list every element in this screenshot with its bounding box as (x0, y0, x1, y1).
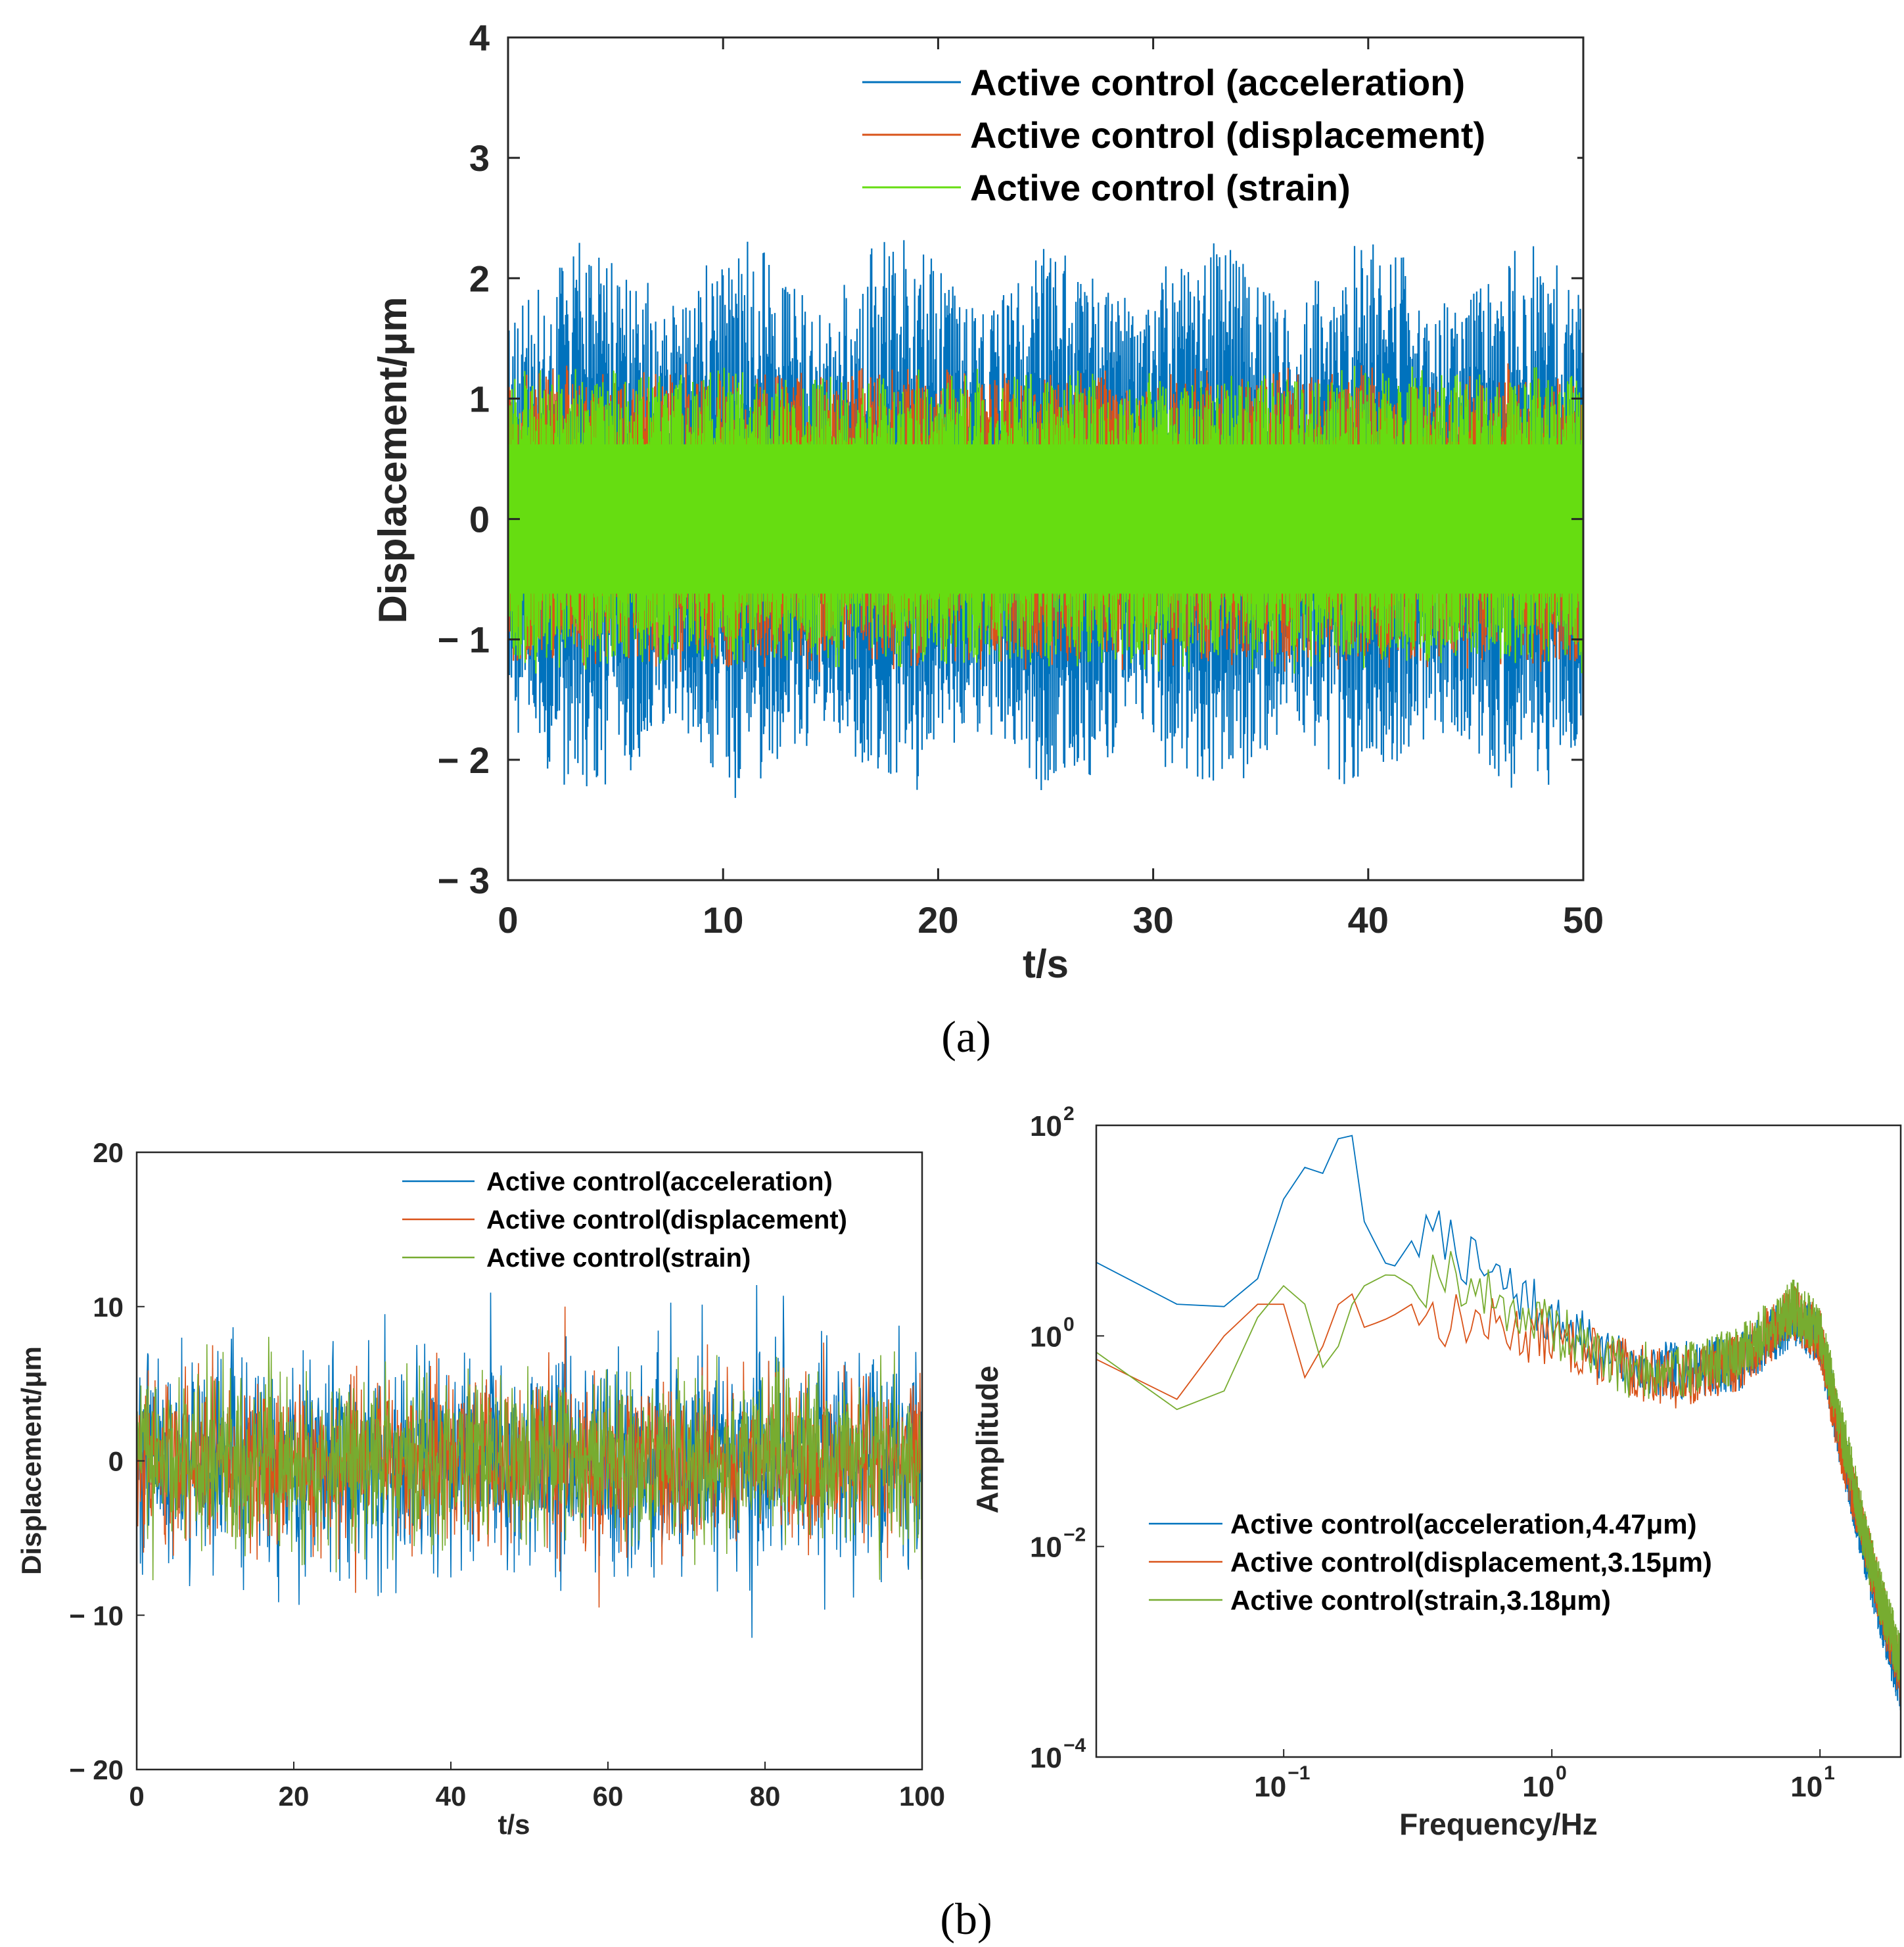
panel-b-time-y-tick-label: − 20 (69, 1754, 124, 1785)
panel-b-frequency-legend-label: Active control(displacement,3.15μm) (1230, 1547, 1712, 1578)
panel-b-frequency-legend-label: Active control(acceleration,4.47μm) (1230, 1509, 1697, 1539)
panel-b-frequency-traces (1096, 1135, 1901, 1712)
panel-b-frequency-y-tick-base: 10 (1030, 1742, 1062, 1774)
panel-a-y-tick-label: 3 (469, 137, 490, 179)
panel-a-legend-label: Active control (displacement) (970, 114, 1485, 156)
panel-a-x-ticks: 0 10 20 30 40 50 (498, 37, 1604, 941)
panel-b-frequency-axes-frame (1095, 1124, 1902, 1758)
panel-a-x-tick-label: 10 (703, 899, 743, 941)
panel-b-time-legend-box (394, 1160, 914, 1285)
panel-a-x-tick-label: 40 (1348, 899, 1389, 941)
panel-b-time-y-tick-label: 0 (108, 1446, 124, 1477)
panel-a-x-tick-label: 20 (917, 899, 958, 941)
panel-b-time-legend: Active control(acceleration) Active contr… (394, 1160, 914, 1285)
panel-b-time-x-tick-label: 100 (899, 1781, 945, 1812)
panel-a-legend-label: Active control (strain) (970, 167, 1351, 208)
panel-b-frequency-x-axis-label: Frequency/Hz (1399, 1807, 1598, 1841)
panel-a-strain-dense-band (509, 444, 1583, 594)
panel-b-time-response: − 20 − 10 0 10 20 0 20 40 60 80 100 t/s Displacem… (16, 1137, 945, 1840)
panel-b-time-y-tick-label: − 10 (69, 1600, 124, 1631)
panel-b-time-x-axis-label: t/s (498, 1809, 530, 1840)
panel-b-frequency-legend-box (1140, 1499, 1784, 1630)
panel-b-frequency-x-ticks: 10 −1 10 0 10 1 (1254, 1749, 1835, 1803)
panel-b-frequency-y-axis-label: Amplitude (970, 1366, 1004, 1514)
panel-a-caption: (a) (941, 1012, 990, 1062)
panel-b-time-x-tick-label: 60 (593, 1781, 624, 1812)
panel-a-y-tick-label: − 1 (438, 619, 490, 661)
panel-b-frequency-x-tick-base: 10 (1522, 1771, 1554, 1803)
panel-a-x-tick-label: 50 (1563, 899, 1604, 941)
panel-a-x-tick-label: 0 (498, 899, 518, 941)
panel-a-y-tick-label: − 3 (438, 860, 490, 901)
panel-a-legend: Active control (acceleration) Active cont… (854, 53, 1577, 210)
panel-b-frequency-y-tick-exponent: −4 (1063, 1735, 1086, 1756)
panel-b-time-y-tick-label: 20 (93, 1137, 124, 1168)
panel-b-frequency-x-tick-exponent: 0 (1556, 1762, 1567, 1784)
panel-b-time-y-tick-label: 10 (93, 1292, 124, 1323)
panel-a-x-axis-label: t/s (1023, 942, 1069, 986)
panel-b-time-x-ticks: 0 20 40 60 80 100 (129, 1762, 945, 1812)
panel-a-y-tick-label: 1 (469, 378, 490, 419)
panel-b-frequency-x-tick-base: 10 (1790, 1771, 1823, 1803)
panel-a-legend-label: Active control (acceleration) (970, 62, 1465, 103)
panel-b-frequency-y-tick-exponent: 2 (1063, 1103, 1075, 1125)
panel-a-traces (507, 240, 1585, 798)
panel-a-y-tick-label: 4 (469, 17, 490, 59)
panel-b-frequency-legend-label: Active control(strain,3.18μm) (1230, 1585, 1611, 1616)
panel-b-frequency-series-line-3 (1096, 1251, 1901, 1687)
panel-a-y-tick-label: 2 (469, 258, 490, 299)
panel-b-time-y-axis-label: Displacement/μm (16, 1346, 47, 1575)
panel-a-y-axis-label: Displacement/μm (371, 297, 415, 624)
panel-b-time-x-tick-label: 40 (436, 1781, 467, 1812)
panel-b-time-traces (136, 1281, 923, 1638)
panel-b-time-x-tick-label: 80 (750, 1781, 781, 1812)
panel-b-time-legend-label: Active control(strain) (486, 1244, 751, 1273)
panel-b-time-x-tick-label: 0 (129, 1781, 144, 1812)
panel-b-frequency-legend: Active control(acceleration,4.47μm) Activ… (1140, 1499, 1784, 1630)
panel-b-frequency-x-tick-base: 10 (1254, 1771, 1286, 1803)
panel-a-axes-frame (507, 36, 1585, 881)
panel-b-frequency-y-tick-base: 10 (1030, 1110, 1062, 1142)
panel-a-time-response: − 3 − 2 − 1 0 1 2 3 4 0 10 20 30 40 50 t/s Displacem… (371, 17, 1604, 1062)
panel-b-frequency-x-tick-exponent: −1 (1288, 1762, 1310, 1784)
panel-b-time-x-tick-label: 20 (279, 1781, 310, 1812)
panel-b-time-legend-label: Active control(acceleration) (486, 1167, 833, 1196)
panel-a-x-tick-label: 30 (1132, 899, 1173, 941)
panel-b-frequency-y-tick-exponent: 0 (1063, 1313, 1075, 1335)
panel-b-frequency-x-tick-exponent: 1 (1824, 1762, 1835, 1784)
panel-b-frequency-y-tick-base: 10 (1030, 1321, 1062, 1353)
panel-b-time-legend-label: Active control(displacement) (486, 1206, 847, 1234)
panel-b-caption: (b) (940, 1894, 992, 1944)
panel-b-frequency-y-tick-exponent: −2 (1063, 1524, 1086, 1546)
panel-b-time-y-ticks: − 20 − 10 0 10 20 (69, 1137, 145, 1785)
panel-a-y-tick-label: 0 (469, 499, 490, 540)
panel-b-frequency-y-tick-base: 10 (1030, 1532, 1062, 1564)
panel-a-y-ticks: − 3 − 2 − 1 0 1 2 3 4 (438, 17, 1583, 901)
panel-a-legend-box (854, 53, 1577, 210)
panel-b-time-series-line-3 (136, 1336, 923, 1581)
panel-a-y-tick-label: − 2 (438, 739, 490, 781)
